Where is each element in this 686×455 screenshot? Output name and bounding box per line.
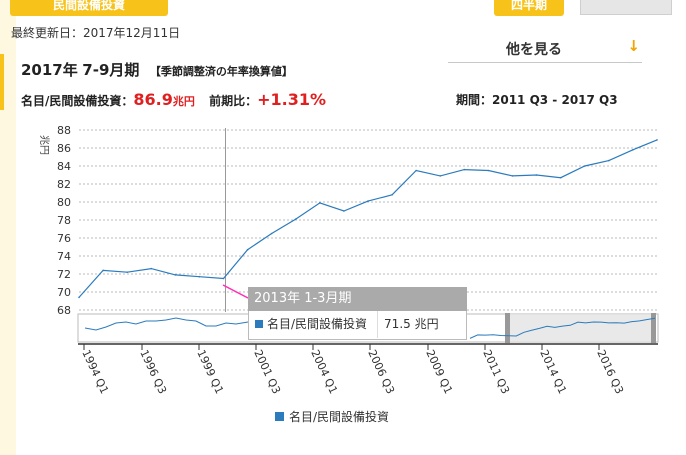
data-point-2012 Q2 (150, 267, 153, 270)
tooltip: 2013年 1-3月期 名目/民間設備投資 71.5 兆円 (248, 287, 467, 341)
period-year: 2017年 (21, 61, 78, 79)
metric-value: 86.9 (133, 90, 173, 109)
metric-unit: 兆円 (172, 95, 195, 108)
data-point-2015 Q1 (415, 169, 417, 172)
series-color-swatch (255, 320, 263, 328)
period-range: 期間：2011 Q3 - 2017 Q3 (456, 93, 618, 107)
data-point-2016 Q1 (511, 175, 514, 177)
x-tick-label: 1994 Q1 (79, 348, 111, 396)
chart-grid (79, 129, 657, 311)
data-point-2011 Q3 (78, 296, 80, 299)
tooltip-value: 71.5 兆円 (377, 311, 439, 338)
x-tick-label: 2006 Q3 (365, 348, 397, 396)
navigator-handle-left[interactable] (505, 313, 510, 343)
chart-card (16, 0, 686, 455)
y-tick-label: 78 (57, 214, 71, 227)
data-point-2017 Q2 (632, 149, 634, 151)
data-point-2017 Q3 (656, 139, 658, 141)
tooltip-pointer (222, 284, 249, 299)
tab-quarterly[interactable]: 四半期 (494, 0, 564, 16)
data-point-2014 Q2 (343, 210, 345, 212)
data-point-2012 Q1 (126, 271, 128, 274)
data-point-2015 Q4 (487, 169, 490, 172)
x-tick-label: 2009 Q1 (423, 348, 455, 396)
data-point-2016 Q2 (535, 174, 538, 176)
tab-category[interactable]: 民間設備投資 (10, 0, 168, 16)
data-point-2015 Q2 (439, 175, 442, 177)
tooltip-series: 名目/民間設備投資 (267, 317, 368, 331)
x-tick-label: 2014 Q1 (537, 348, 569, 396)
data-point-2014 Q1 (319, 202, 321, 204)
navigator-x-axis: 1994 Q1 1996 Q3 1999 Q1 2001 Q3 2004 Q1 2006 … (79, 344, 626, 396)
y-tick-label: 82 (57, 178, 71, 191)
y-axis-label: 兆円 (38, 135, 50, 155)
navigator-selection[interactable] (506, 314, 654, 342)
more-label: 他を見る (506, 42, 562, 58)
metric-summary: 名目/民間設備投資：86.9兆円 前期比：+1.31% (21, 90, 326, 109)
data-point-2013 Q3 (270, 232, 273, 235)
y-tick-label: 76 (57, 232, 71, 245)
y-axis: 68 70 72 74 76 78 80 82 84 86 88 (57, 124, 71, 317)
data-point-2015 Q3 (463, 168, 466, 171)
legend-label: 名目/民間設備投資 (289, 410, 390, 424)
x-tick-label: 1996 Q3 (137, 348, 169, 396)
data-point-2017 Q1 (608, 159, 610, 162)
more-dropdown[interactable]: 他を見る ↓ (448, 36, 642, 63)
data-point-2013 Q4 (294, 218, 297, 220)
y-tick-label: 80 (57, 196, 71, 209)
y-tick-label: 84 (57, 160, 71, 173)
data-point-2013 Q2 (246, 248, 249, 251)
legend-swatch (275, 412, 284, 421)
metric-label: 名目/民間設備投資： (21, 94, 134, 108)
tab-other[interactable] (580, 0, 672, 15)
change-value: +1.31% (257, 90, 326, 109)
x-tick-label: 1999 Q1 (194, 348, 226, 396)
data-point-2014 Q3 (367, 200, 369, 202)
arrow-down-icon: ↓ (627, 37, 640, 55)
data-point-2016 Q3 (559, 176, 562, 179)
navigator-handle-right[interactable] (651, 313, 656, 343)
tooltip-title: 2013年 1-3月期 (248, 287, 467, 311)
y-tick-label: 74 (57, 250, 71, 263)
period-note: 【季節調整済の年率換算値】 (149, 65, 293, 78)
accent-bar (0, 54, 4, 110)
data-point-2011 Q4 (102, 269, 104, 272)
y-tick-label: 70 (57, 286, 71, 299)
data-point-2016 Q4 (583, 165, 586, 167)
data-point-2012 Q3 (174, 274, 177, 276)
series-points (78, 139, 658, 299)
y-tick-label: 72 (57, 268, 71, 281)
last-updated: 最終更新日：2017年12月11日 (11, 26, 181, 40)
change-label: 前期比： (209, 94, 258, 108)
tooltip-body: 名目/民間設備投資 71.5 兆円 (248, 311, 467, 340)
data-point-2013 Q1 (222, 277, 225, 280)
y-tick-label: 68 (57, 304, 71, 317)
x-tick-label: 2011 Q3 (480, 348, 512, 396)
data-point-2012 Q4 (198, 275, 201, 278)
y-tick-label: 86 (57, 142, 71, 155)
period-title: 2017年 7-9月期 【季節調整済の年率換算値】 (21, 59, 293, 80)
navigator-line-recent (469, 317, 656, 339)
navigator-line (84, 317, 249, 331)
x-tick-label: 2016 Q3 (594, 348, 626, 396)
x-tick-label: 2004 Q1 (308, 348, 340, 396)
chart-legend[interactable]: 名目/民間設備投資 (275, 408, 389, 425)
y-tick-label: 88 (57, 124, 71, 137)
period-quarter: 7-9月期 (82, 61, 140, 79)
data-point-2014 Q4 (391, 194, 393, 196)
x-tick-label: 2001 Q3 (251, 348, 283, 396)
